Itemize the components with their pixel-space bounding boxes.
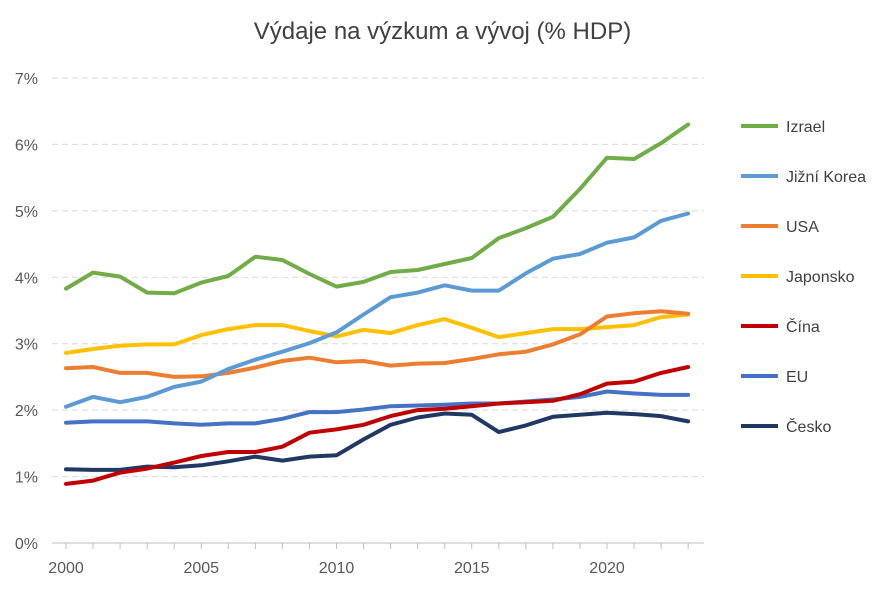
legend-label: Čína: [786, 317, 820, 336]
y-tick-label: 7%: [15, 71, 38, 88]
x-tick-label: 2020: [589, 560, 625, 577]
x-axis: 2000 2005 2010 2015 2020: [48, 542, 704, 577]
legend-label: Jižní Korea: [786, 169, 866, 186]
series-line-izrael: [64, 122, 691, 296]
chart-title: Výdaje na výzkum a vývoj (% HDP): [253, 18, 632, 45]
series-line-čína: [64, 365, 691, 486]
y-tick-label: 3%: [15, 337, 38, 354]
y-axis-ticks: 0% 1% 2% 3% 4% 5% 6% 7%: [15, 71, 38, 553]
legend-label: USA: [786, 219, 819, 236]
series-line-japonsko: [64, 312, 691, 355]
x-tick-label: 2015: [454, 560, 490, 577]
x-tick-label: 2000: [48, 560, 84, 577]
y-tick-label: 1%: [15, 470, 38, 487]
y-tick-label: 0%: [15, 536, 38, 553]
series-line-česko: [64, 410, 691, 472]
x-tick-label: 2005: [183, 560, 219, 577]
y-tick-label: 2%: [15, 403, 38, 420]
series-line-jižní-korea: [64, 211, 691, 409]
series-line-eu: [64, 389, 691, 427]
series-lines: [64, 122, 691, 486]
series-line-usa: [64, 309, 691, 379]
y-tick-label: 4%: [15, 270, 38, 287]
legend-label: Izrael: [786, 119, 825, 136]
y-tick-label: 5%: [15, 204, 38, 221]
x-tick-label: 2010: [319, 560, 355, 577]
legend-label: Česko: [786, 417, 831, 436]
y-tick-label: 6%: [15, 137, 38, 154]
legend-label: EU: [786, 369, 808, 386]
legend-label: Japonsko: [786, 269, 855, 286]
legend: Izrael Jižní Korea USA Japonsko Čína EU Česko: [741, 119, 866, 436]
